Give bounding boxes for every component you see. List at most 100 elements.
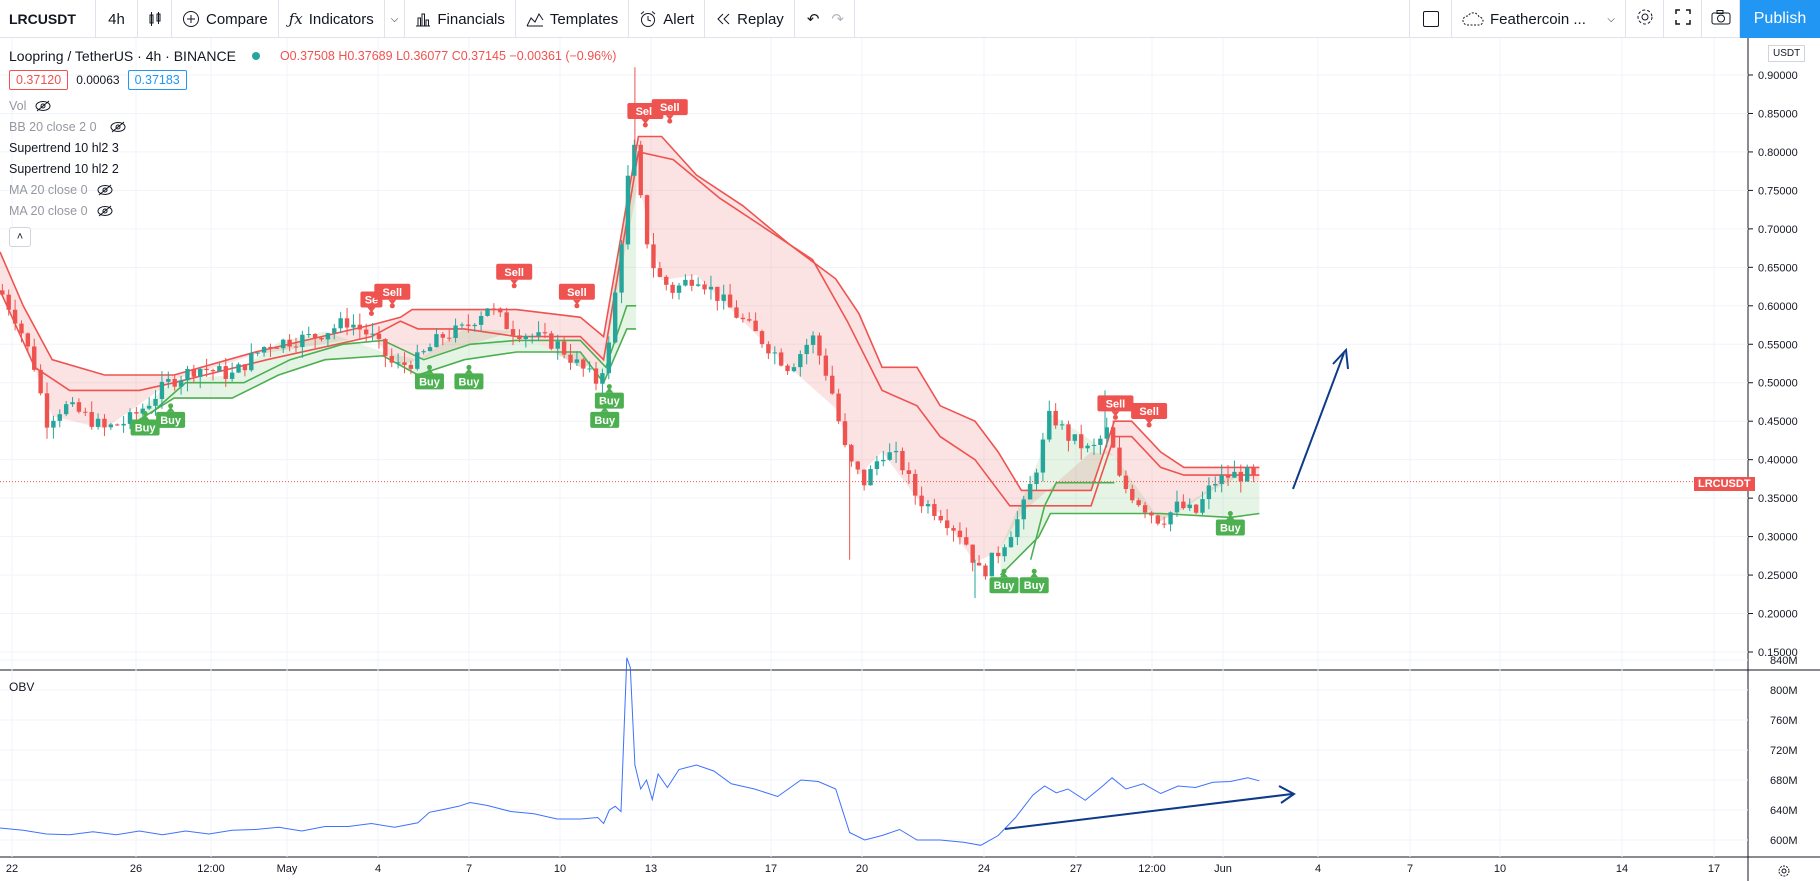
collapse-legend-button[interactable]: ˄ [9, 227, 31, 247]
settings-button[interactable] [1626, 0, 1664, 38]
series-title[interactable]: Loopring / TetherUS · 4h · BINANCE [9, 48, 236, 64]
sell-signal-dot [1146, 422, 1152, 428]
candle-body [753, 320, 758, 332]
buy-signal-text: Buy [1024, 580, 1046, 592]
publish-button[interactable]: Publish [1740, 0, 1820, 38]
sell-signal-dot [368, 310, 374, 316]
candle-body [140, 408, 145, 414]
time-tick-label: 4 [1315, 863, 1321, 875]
candle-body [166, 378, 171, 382]
candle-body [1091, 444, 1097, 446]
eye-crossed-icon[interactable] [109, 121, 127, 133]
price-tick-label: 0.15000 [1758, 647, 1798, 659]
replay-button[interactable]: Replay [705, 0, 795, 38]
time-tick-label: 17 [1708, 863, 1720, 875]
time-tick-label: Jun [1214, 863, 1232, 875]
buy-signal-box [594, 392, 624, 409]
sell-signal-text: Sell [636, 106, 656, 118]
candle-body [1021, 499, 1026, 520]
buy-price-button[interactable]: 0.37183 [127, 70, 187, 90]
sell-signal: Sell [1097, 395, 1134, 420]
price-projection-arrow [1292, 352, 1345, 490]
alert-label: Alert [663, 10, 695, 28]
supertrend-fills [0, 136, 1260, 576]
chart-style-button[interactable] [138, 0, 172, 38]
candle-body [804, 344, 809, 355]
candle-body [172, 378, 177, 387]
sell-signal-pointer [510, 279, 519, 285]
candle-body [268, 347, 273, 349]
buy-signal: Buy [590, 403, 620, 428]
indicators-dropdown[interactable]: ⌵ [385, 0, 406, 38]
candle-body [913, 473, 918, 496]
candle-body [1244, 467, 1250, 482]
eye-crossed-icon[interactable] [34, 100, 52, 112]
sell-signal-pointer [367, 307, 376, 313]
candle-body [549, 333, 554, 349]
candle-body [434, 334, 439, 348]
candle-body [989, 552, 995, 577]
layout-select[interactable]: Feathercoin ... ⌵ [1452, 0, 1626, 38]
time-tick-label: 7 [1407, 863, 1413, 875]
sell-signal-dot [389, 303, 395, 309]
candle-body [574, 359, 580, 363]
candle-body [689, 279, 694, 286]
financials-button[interactable]: Financials [405, 0, 516, 38]
indicator-label: MA 20 close 0 [9, 183, 88, 197]
templates-button[interactable]: Templates [516, 0, 630, 38]
replay-label: Replay [737, 10, 784, 28]
candle-body [619, 244, 624, 293]
candle-body [281, 339, 286, 349]
redo-button[interactable]: ↷ [825, 0, 855, 38]
candle-body [830, 375, 835, 394]
candle-body [593, 368, 599, 384]
candle-body [900, 450, 905, 471]
sell-signal: Sell [651, 99, 688, 124]
candle-body [153, 398, 158, 406]
time-tick-label: 4 [375, 863, 381, 875]
fullscreen-select-button[interactable] [1410, 0, 1452, 38]
obv-tick-label: 840M [1770, 655, 1798, 667]
sell-price-button[interactable]: 0.37120 [9, 70, 69, 90]
buy-signal-box [1215, 519, 1245, 536]
gear-hub [1781, 868, 1787, 874]
fullscreen-button[interactable] [1664, 0, 1702, 38]
buy-signal-pointer [605, 387, 614, 393]
candle-body [695, 284, 701, 286]
supertrend-lower-line-2 [1029, 481, 1115, 560]
gear-ring [1778, 865, 1790, 877]
price-tick-label: 0.30000 [1758, 532, 1798, 544]
indicator-supertrend-1[interactable]: Supertrend 10 hl2 3 [9, 136, 616, 160]
candle-body [1181, 501, 1186, 509]
candle-body [1085, 445, 1090, 449]
eye-crossed-icon[interactable] [96, 205, 114, 217]
candle-body [70, 402, 75, 405]
price-tick-label: 0.65000 [1758, 262, 1798, 274]
candle-body [249, 353, 254, 371]
sell-signal: Sell [496, 263, 533, 289]
indicators-button[interactable]: ƒx Indicators [279, 0, 385, 38]
indicator-ma-2[interactable]: MA 20 close 0 [9, 199, 616, 223]
compare-button[interactable]: Compare [172, 0, 279, 38]
candle-body [938, 515, 943, 521]
candle-body [842, 421, 848, 446]
alert-button[interactable]: Alert [629, 0, 706, 38]
function-icon: ƒx [288, 10, 303, 28]
eye-crossed-icon[interactable] [96, 184, 114, 196]
candle-body [906, 470, 912, 474]
candle-body [600, 373, 605, 384]
indicator-ma-1[interactable]: MA 20 close 0 [9, 178, 616, 202]
indicator-supertrend-2[interactable]: Supertrend 10 hl2 2 [9, 157, 616, 181]
interval-button[interactable]: 4h [96, 0, 138, 38]
indicator-bb[interactable]: BB 20 close 2 0 [9, 115, 616, 139]
symbol-search-button[interactable]: LRCUSDT [0, 0, 96, 38]
candle-body [1027, 484, 1033, 500]
buy-signal-box [1019, 577, 1049, 594]
candle-body [893, 450, 899, 453]
indicator-vol[interactable]: Vol [9, 94, 616, 118]
currency-badge[interactable]: USDT [1768, 45, 1806, 62]
time-tick-label: 24 [978, 863, 990, 875]
snapshot-button[interactable] [1702, 0, 1740, 38]
undo-button[interactable]: ↶ [795, 0, 826, 38]
